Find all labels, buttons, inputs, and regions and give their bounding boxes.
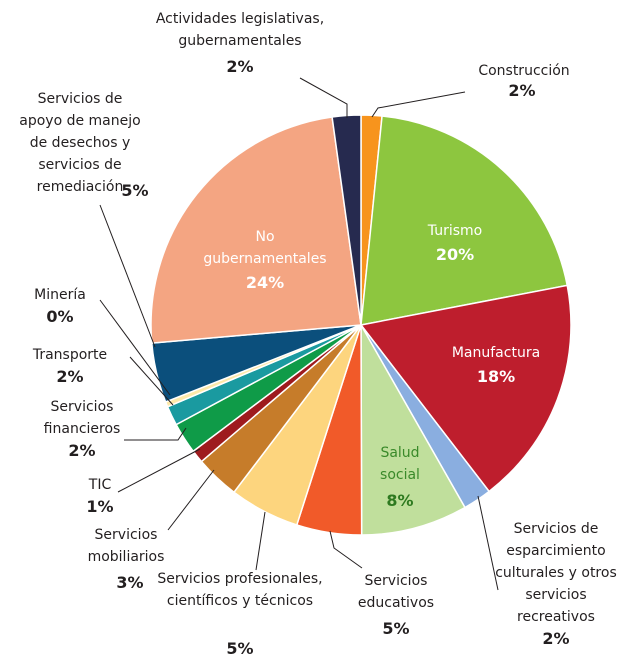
leader-line	[124, 427, 187, 441]
value-label: 0%	[46, 307, 74, 326]
value-label: 24%	[245, 273, 285, 292]
value-label: 5%	[382, 619, 410, 638]
leader-line	[167, 469, 215, 531]
value-label: 1%	[86, 497, 114, 516]
leader-line	[299, 77, 348, 118]
slice-label: Manufactura	[451, 345, 541, 361]
slice-label: Servicios profesionales, científicos y t…	[157, 571, 323, 609]
slice-label: Actividades legislativas, gubernamentale…	[155, 11, 325, 49]
slice-label: Servicios de apoyo de manejo de desechos…	[19, 91, 141, 195]
pie-slice	[359, 284, 572, 493]
value-label: 2%	[68, 441, 96, 460]
leader-line	[255, 511, 266, 571]
slice-label: Servicios educativos	[357, 573, 435, 611]
value-label: 5%	[121, 181, 149, 200]
slice-label: Turismo	[427, 223, 483, 239]
leader-line	[477, 495, 499, 591]
leader-line	[117, 448, 201, 493]
slice-label: Servicios mobiliarios	[87, 527, 165, 565]
pie-slice	[360, 115, 569, 326]
slice-label: Servicios de esparcimiento culturales y …	[495, 521, 617, 625]
slice-label: Minería	[34, 287, 86, 303]
value-label: 3%	[116, 573, 144, 592]
value-label: 20%	[435, 245, 475, 264]
value-label: 2%	[56, 367, 84, 386]
value-label: 8%	[386, 491, 414, 510]
slice-label: Servicios financieros	[43, 399, 121, 437]
slice-label: Salud social	[380, 445, 420, 483]
slice-label: Construcción	[478, 63, 570, 79]
value-label: 2%	[542, 629, 570, 648]
value-label: 5%	[226, 639, 254, 658]
leader-line	[129, 356, 174, 406]
leader-line	[99, 299, 171, 396]
leader-line	[99, 204, 156, 348]
leader-line	[329, 530, 363, 569]
leader-line	[371, 91, 466, 118]
pie-slice	[360, 322, 466, 536]
pie-slice	[150, 116, 362, 344]
value-label: 2%	[508, 81, 536, 100]
slice-label: TIC	[88, 477, 112, 493]
value-label: 2%	[226, 57, 254, 76]
value-label: 18%	[476, 367, 516, 386]
slice-label: No gubernamentales	[203, 229, 327, 267]
slice-label: Transporte	[32, 347, 108, 363]
